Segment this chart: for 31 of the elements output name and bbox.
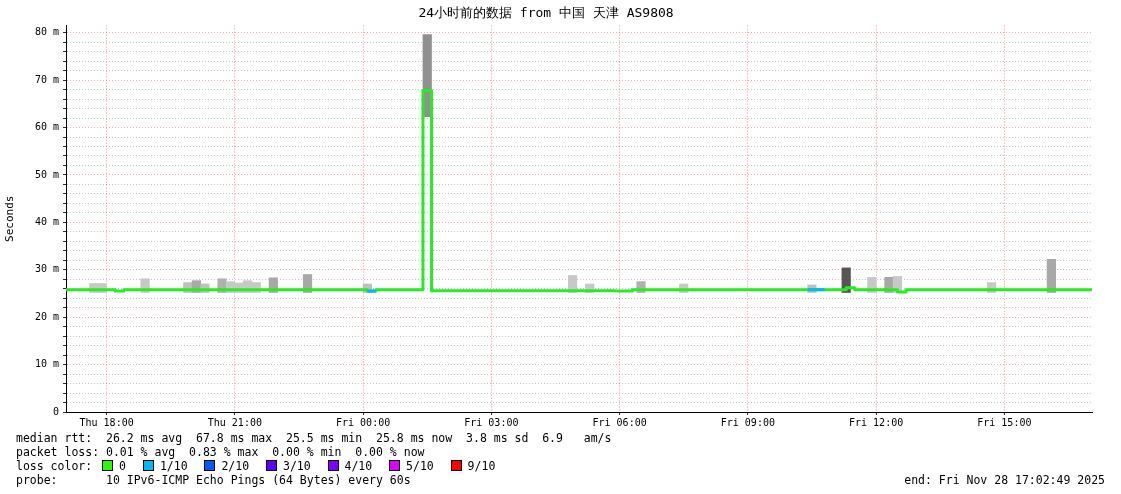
y-tick-label: 30 m [34,263,59,275]
text: median rtt: 26.2 ms avg 67.8 ms max 25.5 ms min 25.8 ms now 3.8 ms sd 6.9 am/s [16,431,612,445]
x-tick-label: Fri 15:00 [977,416,1032,428]
y-tick-label: 60 m [34,121,59,133]
x-tick-label: Fri 03:00 [464,416,519,428]
y-tick-label: 70 m [34,73,59,85]
text: packet loss: 0.01 % avg 0.83 % max 0.00 % min 0.00 % now [16,445,425,459]
x-tick-label: Fri 09:00 [720,416,775,428]
text: loss color: [16,459,93,473]
text: 0 [119,459,127,473]
y-tick-label: 10 m [34,358,59,370]
x-tick-label: Thu 21:00 [207,416,262,428]
y-tick-label: 80 m [34,26,59,38]
text: 5/10 [406,459,434,473]
text: 3/10 [282,459,311,473]
text: 2/10 [221,459,250,473]
y-tick-label: 20 m [34,310,59,322]
y-axis-title: Seconds [3,195,17,242]
y-tick-label: 40 m [34,215,59,227]
text: 9/10 [467,459,496,473]
y-tick-label: 50 m [34,168,59,180]
chart-title: 24小时前的数据 from 中国 天津 AS9808 [418,5,674,21]
text: 4/10 [344,459,373,473]
text: end: Fri Nov 28 17:02:49 2025 [904,473,1105,487]
y-tick-label: 0 [52,405,59,417]
text: probe: 10 IPv6-ICMP Echo Pings (64 Bytes) every 60s [16,473,411,487]
x-tick-label: Fri 06:00 [592,416,647,428]
x-tick-label: Fri 00:00 [336,416,391,428]
text: 1/10 [159,459,188,473]
x-tick-label: Thu 18:00 [79,416,134,428]
x-tick-label: Fri 12:00 [849,416,904,428]
